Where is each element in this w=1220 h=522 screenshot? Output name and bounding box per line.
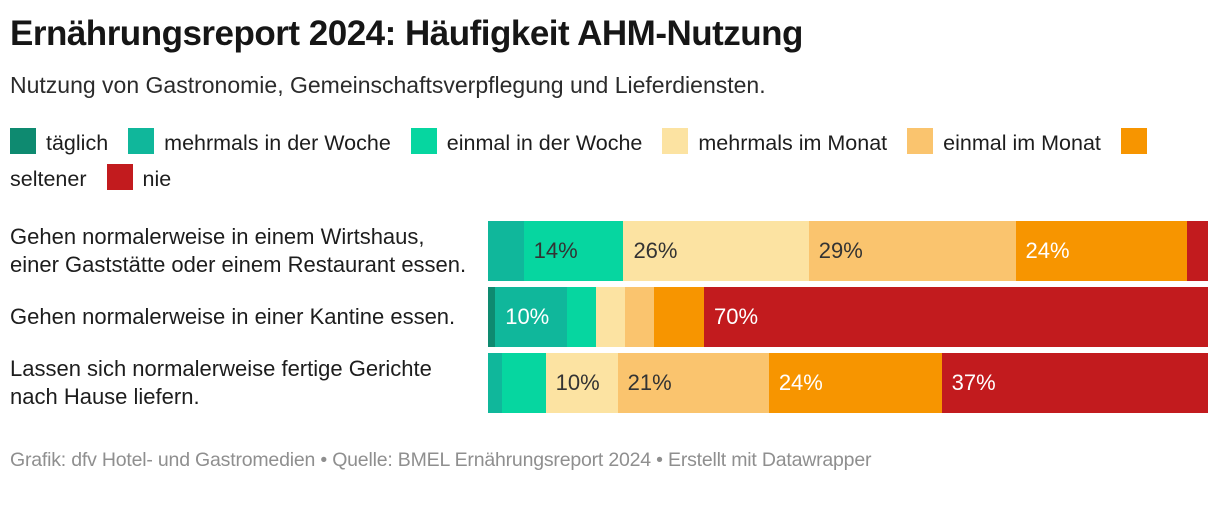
row-label: Gehen normalerweise in einer Kantine ess… bbox=[10, 304, 456, 329]
bar-segment[interactable]: 24% bbox=[1015, 221, 1187, 281]
bar-segment[interactable]: 10% bbox=[495, 287, 568, 347]
stacked-bar: 10% 70% bbox=[488, 287, 1208, 347]
legend-swatch bbox=[128, 128, 155, 154]
legend-item: mehrmals in der Woche bbox=[128, 128, 391, 155]
bar-segment-label: 10% bbox=[505, 304, 550, 329]
table-row: Gehen normalerweise in einer Kantine ess… bbox=[10, 287, 1208, 347]
bar-rows: Gehen normalerweise in einem Wirtshaus, … bbox=[10, 221, 1209, 413]
chart-title: Ernährungsreport 2024: Häufigkeit AHM-Nu… bbox=[10, 14, 803, 53]
bar-segment-label: 70% bbox=[714, 304, 759, 329]
bar-segment[interactable]: 37% bbox=[941, 353, 1209, 413]
bar-segment[interactable] bbox=[502, 353, 546, 413]
legend-swatch bbox=[662, 128, 689, 154]
bar-segment-label: 10% bbox=[555, 370, 600, 395]
legend-label: einmal im Monat bbox=[943, 131, 1101, 155]
bar-segment-label: 24% bbox=[778, 370, 823, 395]
bar-segment[interactable] bbox=[488, 221, 524, 281]
bar-segment[interactable]: 29% bbox=[808, 221, 1016, 281]
bar-segment[interactable] bbox=[653, 287, 704, 347]
bar-segment[interactable] bbox=[488, 353, 503, 413]
bar-segment[interactable] bbox=[567, 287, 596, 347]
bar-segment[interactable]: 21% bbox=[617, 353, 769, 413]
legend-item: seltener bbox=[10, 128, 1157, 191]
legend-item: täglich bbox=[10, 128, 109, 155]
bar-segment-label: 14% bbox=[533, 238, 578, 263]
legend-swatch bbox=[907, 128, 934, 154]
bar-segment-label: 24% bbox=[1025, 238, 1070, 263]
legend-label: täglich bbox=[46, 131, 109, 155]
bar-segment[interactable]: 14% bbox=[523, 221, 624, 281]
bar-segment[interactable] bbox=[624, 287, 654, 347]
bar-segment[interactable]: 26% bbox=[623, 221, 809, 281]
legend-item: nie bbox=[106, 164, 172, 191]
chart-container: Ernährungsreport 2024: Häufigkeit AHM-Nu… bbox=[10, 14, 1209, 471]
chart-subtitle: Nutzung von Gastronomie, Gemeinschaftsve… bbox=[10, 72, 766, 98]
footer-credit: Grafik: dfv Hotel- und Gastromedien • Qu… bbox=[10, 449, 872, 471]
bar-segment[interactable] bbox=[488, 287, 496, 347]
legend-label: einmal in der Woche bbox=[446, 131, 643, 155]
bar-segment[interactable]: 24% bbox=[768, 353, 942, 413]
bar-segment[interactable]: 70% bbox=[704, 287, 1208, 347]
stacked-bar: 10% 21% 24% 37% bbox=[488, 353, 1209, 413]
legend-label: mehrmals in der Woche bbox=[164, 131, 391, 155]
legend-item: einmal im Monat bbox=[907, 128, 1101, 155]
legend-label: seltener bbox=[10, 167, 87, 191]
stacked-bar: 14% 26% 29% 24% bbox=[488, 221, 1208, 281]
legend-item: einmal in der Woche bbox=[410, 128, 643, 155]
bar-segment[interactable] bbox=[596, 287, 625, 347]
bar-segment[interactable]: 10% bbox=[545, 353, 618, 413]
row-label: Lassen sich normalerweise fertige Gerich… bbox=[10, 356, 432, 409]
legend: täglich mehrmals in der Woche einmal in de… bbox=[10, 125, 1208, 197]
table-row: Gehen normalerweise in einem Wirtshaus, … bbox=[10, 221, 1208, 281]
bar-segment-label: 21% bbox=[627, 370, 672, 395]
bar-segment-label: 37% bbox=[951, 370, 996, 395]
legend-label: mehrmals im Monat bbox=[698, 131, 888, 155]
bar-segment-label: 29% bbox=[818, 238, 863, 263]
legend-item: mehrmals im Monat bbox=[662, 128, 888, 155]
table-row: Lassen sich normalerweise fertige Gerich… bbox=[10, 353, 1209, 413]
legend-swatch bbox=[106, 164, 133, 190]
bar-segment-label: 26% bbox=[633, 238, 678, 263]
bar-segment[interactable] bbox=[1186, 221, 1208, 281]
legend-swatch bbox=[1120, 128, 1147, 154]
legend-swatch bbox=[10, 128, 36, 154]
row-label: Gehen normalerweise in einem Wirtshaus, … bbox=[10, 224, 467, 277]
legend-swatch bbox=[410, 128, 437, 154]
legend-label: nie bbox=[142, 167, 172, 191]
